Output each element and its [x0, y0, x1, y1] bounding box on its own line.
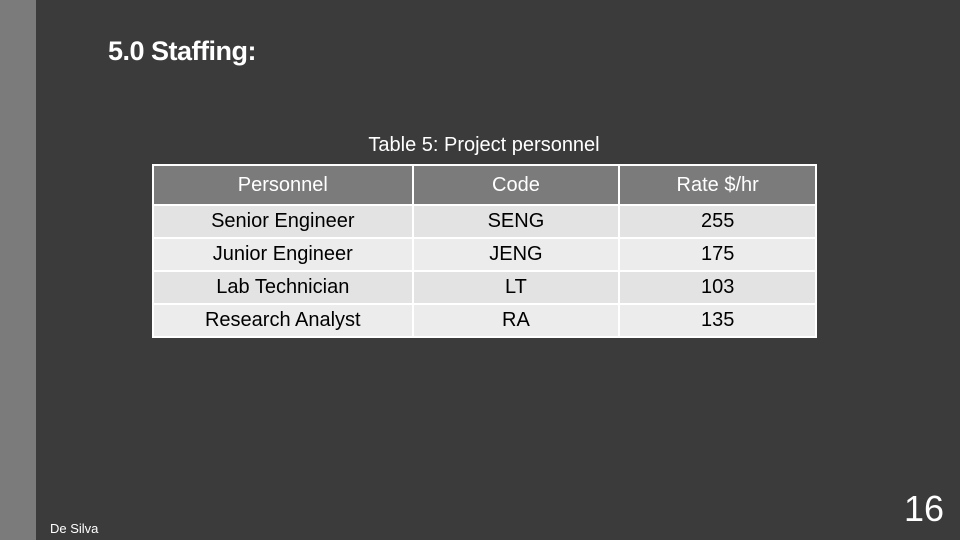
side-accent-bar: [0, 0, 36, 540]
cell-code: LT: [411, 270, 621, 305]
header-rate: Rate $/hr: [618, 164, 817, 206]
cell-rate: 255: [618, 204, 817, 239]
cell-rate: 175: [618, 237, 817, 272]
cell-personnel: Research Analyst: [152, 303, 414, 338]
header-personnel: Personnel: [152, 164, 414, 206]
page-number: 16: [903, 488, 944, 529]
cell-rate: 103: [618, 270, 817, 305]
cell-code: JENG: [411, 237, 621, 272]
cell-personnel: Junior Engineer: [152, 237, 414, 272]
slide-title: 5.0 Staffing:: [108, 36, 257, 66]
cell-code: RA: [411, 303, 621, 338]
table-row: Research Analyst RA 135: [152, 303, 817, 338]
cell-rate: 135: [618, 303, 817, 338]
table-caption: Table 5: Project personnel: [368, 134, 600, 156]
personnel-table: Personnel Code Rate $/hr Senior Engineer…: [152, 164, 817, 338]
cell-code: SENG: [411, 204, 621, 239]
footer-author: De Silva: [50, 521, 99, 536]
cell-personnel: Senior Engineer: [152, 204, 414, 239]
table-row: Junior Engineer JENG 175: [152, 237, 817, 272]
cell-personnel: Lab Technician: [152, 270, 414, 305]
table-row: Lab Technician LT 103: [152, 270, 817, 305]
table-header-row: Personnel Code Rate $/hr: [152, 164, 817, 206]
header-code: Code: [411, 164, 621, 206]
table-row: Senior Engineer SENG 255: [152, 204, 817, 239]
